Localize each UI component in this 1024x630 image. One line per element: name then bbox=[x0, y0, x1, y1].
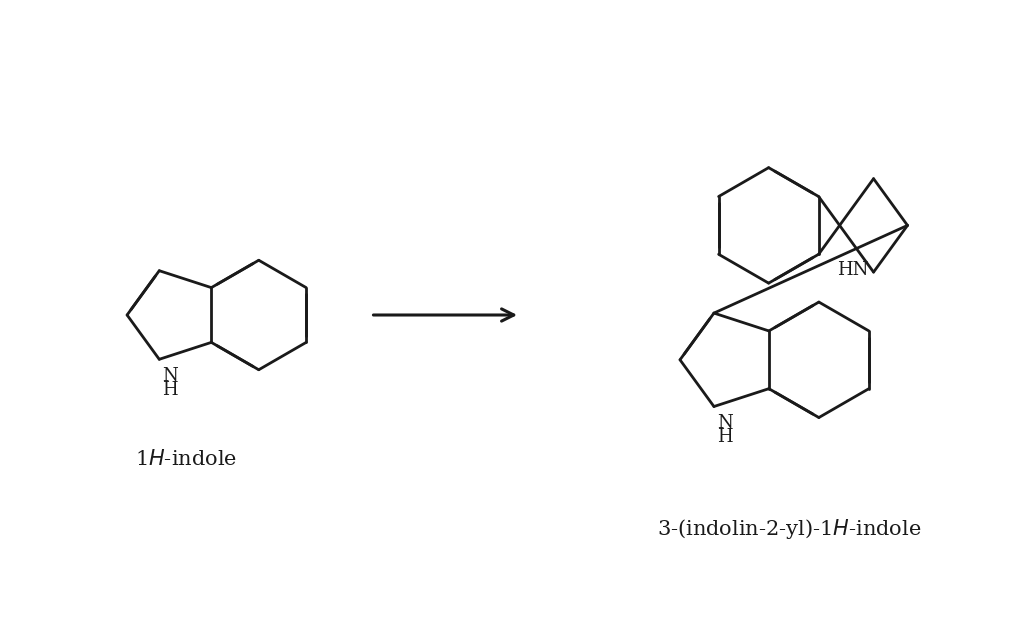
Text: 3-(indolin-2-yl)-1$\mathit{H}$-indole: 3-(indolin-2-yl)-1$\mathit{H}$-indole bbox=[656, 517, 921, 541]
Text: N: N bbox=[717, 415, 733, 432]
Text: HN: HN bbox=[838, 261, 868, 279]
Text: N: N bbox=[162, 367, 178, 386]
Text: 1$\mathit{H}$-indole: 1$\mathit{H}$-indole bbox=[135, 449, 238, 469]
Text: H: H bbox=[717, 428, 732, 447]
Text: H: H bbox=[162, 381, 178, 399]
